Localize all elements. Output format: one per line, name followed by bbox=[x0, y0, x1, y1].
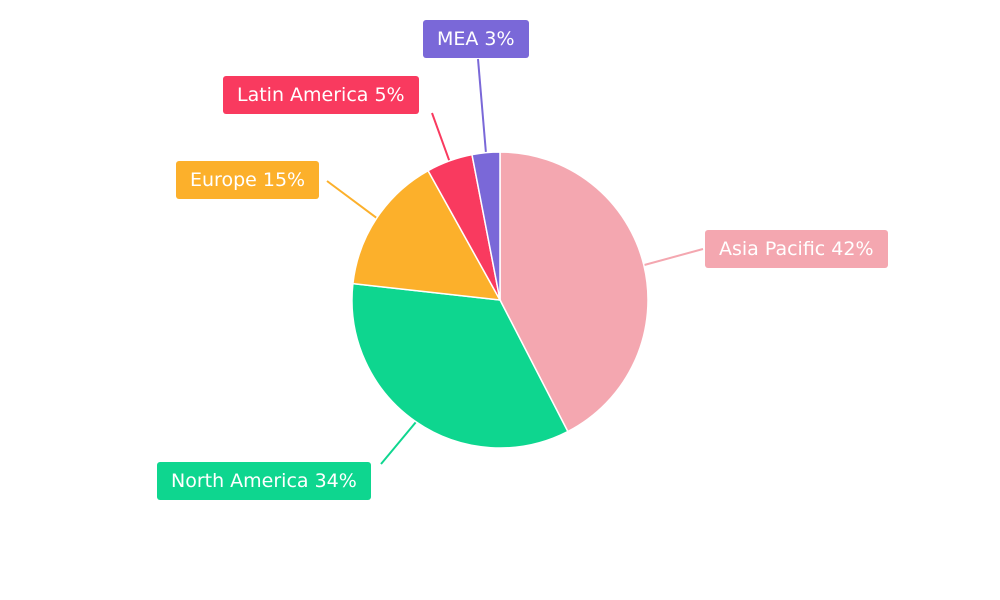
callout-label-latin-america: Latin America 5% bbox=[223, 76, 419, 114]
pie-slice-mea bbox=[471, 151, 501, 301]
pie-slice-north-america bbox=[351, 282, 569, 449]
leader-line-mea bbox=[477, 58, 487, 153]
leader-line-europe bbox=[326, 180, 378, 219]
callout-label-mea: MEA 3% bbox=[423, 20, 529, 58]
callout-label-north-america: North America 34% bbox=[157, 462, 371, 500]
leader-line-latin-america bbox=[431, 112, 451, 162]
pie-slice-europe bbox=[352, 169, 502, 301]
leader-line-asia-pacific bbox=[643, 248, 704, 267]
leader-line-north-america bbox=[380, 421, 417, 465]
callout-label-asia-pacific: Asia Pacific 42% bbox=[705, 230, 888, 268]
pie-slice-asia-pacific bbox=[499, 151, 649, 433]
callout-label-europe: Europe 15% bbox=[176, 161, 320, 199]
